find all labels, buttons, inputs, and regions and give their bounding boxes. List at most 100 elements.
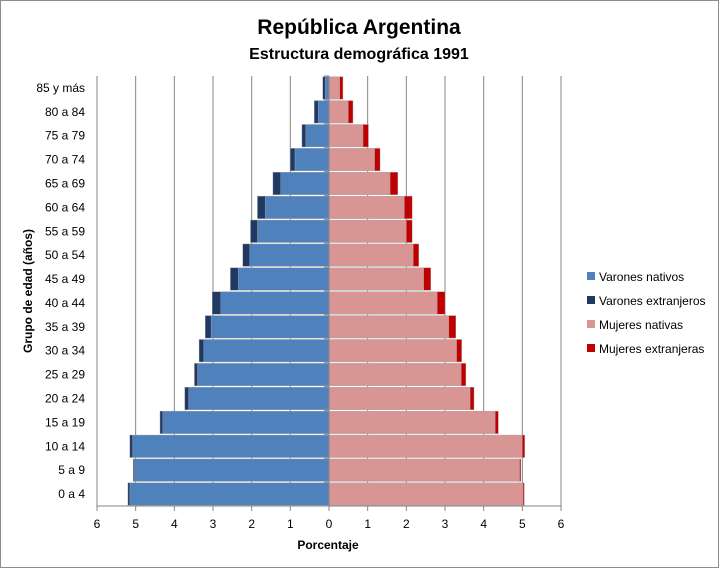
- y-tick-label: 10 a 14: [45, 439, 85, 453]
- bar-varones-nativos: [317, 100, 330, 124]
- y-tick-label: 40 a 44: [45, 296, 85, 310]
- legend-swatch: [587, 344, 595, 352]
- bar-mujeres-extranjeras: [348, 100, 354, 124]
- x-tick-label: 4: [480, 517, 487, 531]
- bar-mujeres-extranjeras: [522, 482, 525, 506]
- bar-varones-nativos: [249, 243, 330, 267]
- bar-varones-extranjeros: [314, 100, 319, 124]
- x-tick-label: 2: [403, 517, 410, 531]
- x-tick-label: 2: [248, 517, 255, 531]
- y-tick-label: 70 a 74: [45, 153, 85, 167]
- bar-varones-nativos: [210, 315, 330, 339]
- bar-mujeres-extranjeras: [389, 172, 399, 195]
- y-tick-label: 50 a 54: [45, 248, 85, 262]
- bar-varones-nativos: [197, 363, 330, 387]
- x-tick-label: 3: [442, 517, 449, 531]
- bar-mujeres-nativas: [328, 195, 405, 219]
- y-tick-label: 25 a 29: [45, 368, 85, 382]
- x-tick-label: 6: [558, 517, 565, 531]
- bar-mujeres-extranjeras: [495, 410, 499, 434]
- bar-varones-extranjeros: [230, 267, 239, 291]
- bar-varones-nativos: [265, 195, 330, 219]
- bar-varones-extranjeros: [290, 148, 296, 172]
- x-axis-title: Porcentaje: [297, 538, 359, 552]
- bar-mujeres-nativas: [328, 267, 424, 291]
- bar-mujeres-nativas: [328, 434, 523, 458]
- bar-mujeres-extranjeras: [456, 339, 462, 363]
- bar-varones-nativos: [257, 219, 330, 243]
- bar-mujeres-nativas: [328, 148, 375, 172]
- y-tick-label: 65 a 69: [45, 177, 85, 191]
- bar-mujeres-extranjeras: [404, 195, 413, 219]
- bar-varones-nativos: [203, 339, 330, 363]
- y-tick-label: 35 a 39: [45, 320, 85, 334]
- bar-mujeres-nativas: [328, 291, 438, 315]
- y-tick-label: 80 a 84: [45, 105, 85, 119]
- bar-varones-extranjeros: [301, 124, 306, 148]
- bar-varones-nativos: [305, 124, 330, 148]
- x-tick-label: 1: [287, 517, 294, 531]
- bar-varones-extranjeros: [127, 482, 131, 506]
- y-tick-label: 45 a 49: [45, 272, 85, 286]
- bar-varones-nativos: [280, 172, 330, 195]
- x-tick-label: 1: [364, 517, 371, 531]
- legend-label: Mujeres extranjeras: [599, 342, 704, 356]
- y-tick-label: 85 y más: [36, 81, 85, 95]
- bar-mujeres-extranjeras: [362, 124, 369, 148]
- x-tick-label: 6: [94, 517, 101, 531]
- bars: [127, 76, 525, 506]
- bar-mujeres-extranjeras: [423, 267, 431, 291]
- bar-varones-extranjeros: [159, 410, 163, 434]
- bar-varones-extranjeros: [129, 434, 133, 458]
- bar-mujeres-nativas: [328, 339, 457, 363]
- bar-mujeres-extranjeras: [406, 219, 413, 243]
- y-tick-label: 60 a 64: [45, 200, 85, 214]
- bar-mujeres-extranjeras: [413, 243, 419, 267]
- x-tick-label: 5: [519, 517, 526, 531]
- bar-mujeres-extranjeras: [437, 291, 446, 315]
- bar-mujeres-nativas: [328, 219, 407, 243]
- bar-mujeres-nativas: [328, 458, 520, 482]
- bar-mujeres-nativas: [328, 76, 341, 100]
- bar-varones-nativos: [162, 410, 330, 434]
- chart-subtitle: Estructura demográfica 1991: [249, 46, 469, 63]
- bar-varones-extranjeros: [272, 172, 281, 195]
- bar-mujeres-nativas: [328, 100, 349, 124]
- bar-varones-nativos: [188, 387, 330, 410]
- bar-varones-extranjeros: [257, 195, 266, 219]
- bar-mujeres-extranjeras: [374, 148, 381, 172]
- legend-swatch: [587, 296, 595, 304]
- bar-mujeres-nativas: [328, 315, 450, 339]
- bar-mujeres-nativas: [328, 482, 524, 506]
- bar-varones-extranjeros: [184, 387, 189, 410]
- x-tick-label: 3: [210, 517, 217, 531]
- bar-varones-nativos: [134, 458, 330, 482]
- y-axis-title: Grupo de edad (años): [21, 229, 35, 353]
- bar-mujeres-extranjeras: [448, 315, 457, 339]
- bar-varones-extranjeros: [212, 291, 221, 315]
- legend-swatch: [587, 272, 595, 280]
- bar-varones-extranjeros: [205, 315, 212, 339]
- bar-mujeres-nativas: [328, 387, 471, 410]
- bar-mujeres-nativas: [328, 124, 364, 148]
- bar-mujeres-nativas: [328, 172, 391, 195]
- y-tick-label: 0 a 4: [58, 487, 85, 501]
- y-tick-label: 75 a 79: [45, 129, 85, 143]
- x-tick-label: 5: [132, 517, 139, 531]
- y-tick-label: 30 a 34: [45, 344, 85, 358]
- bar-varones-nativos: [324, 76, 330, 100]
- bar-varones-nativos: [129, 482, 330, 506]
- x-tick-label: 0: [326, 517, 333, 531]
- bar-mujeres-nativas: [328, 243, 414, 267]
- bar-mujeres-extranjeras: [469, 387, 475, 410]
- legend-label: Varones extranjeros: [599, 294, 706, 308]
- y-tick-label: 15 a 19: [45, 415, 85, 429]
- y-tick-label: 20 a 24: [45, 392, 85, 406]
- bar-mujeres-nativas: [328, 410, 496, 434]
- bar-mujeres-nativas: [328, 363, 462, 387]
- legend: Varones nativos Varones extranjeros Mujere…: [587, 270, 706, 356]
- bar-mujeres-extranjeras: [519, 458, 521, 482]
- bar-varones-extranjeros: [198, 339, 204, 363]
